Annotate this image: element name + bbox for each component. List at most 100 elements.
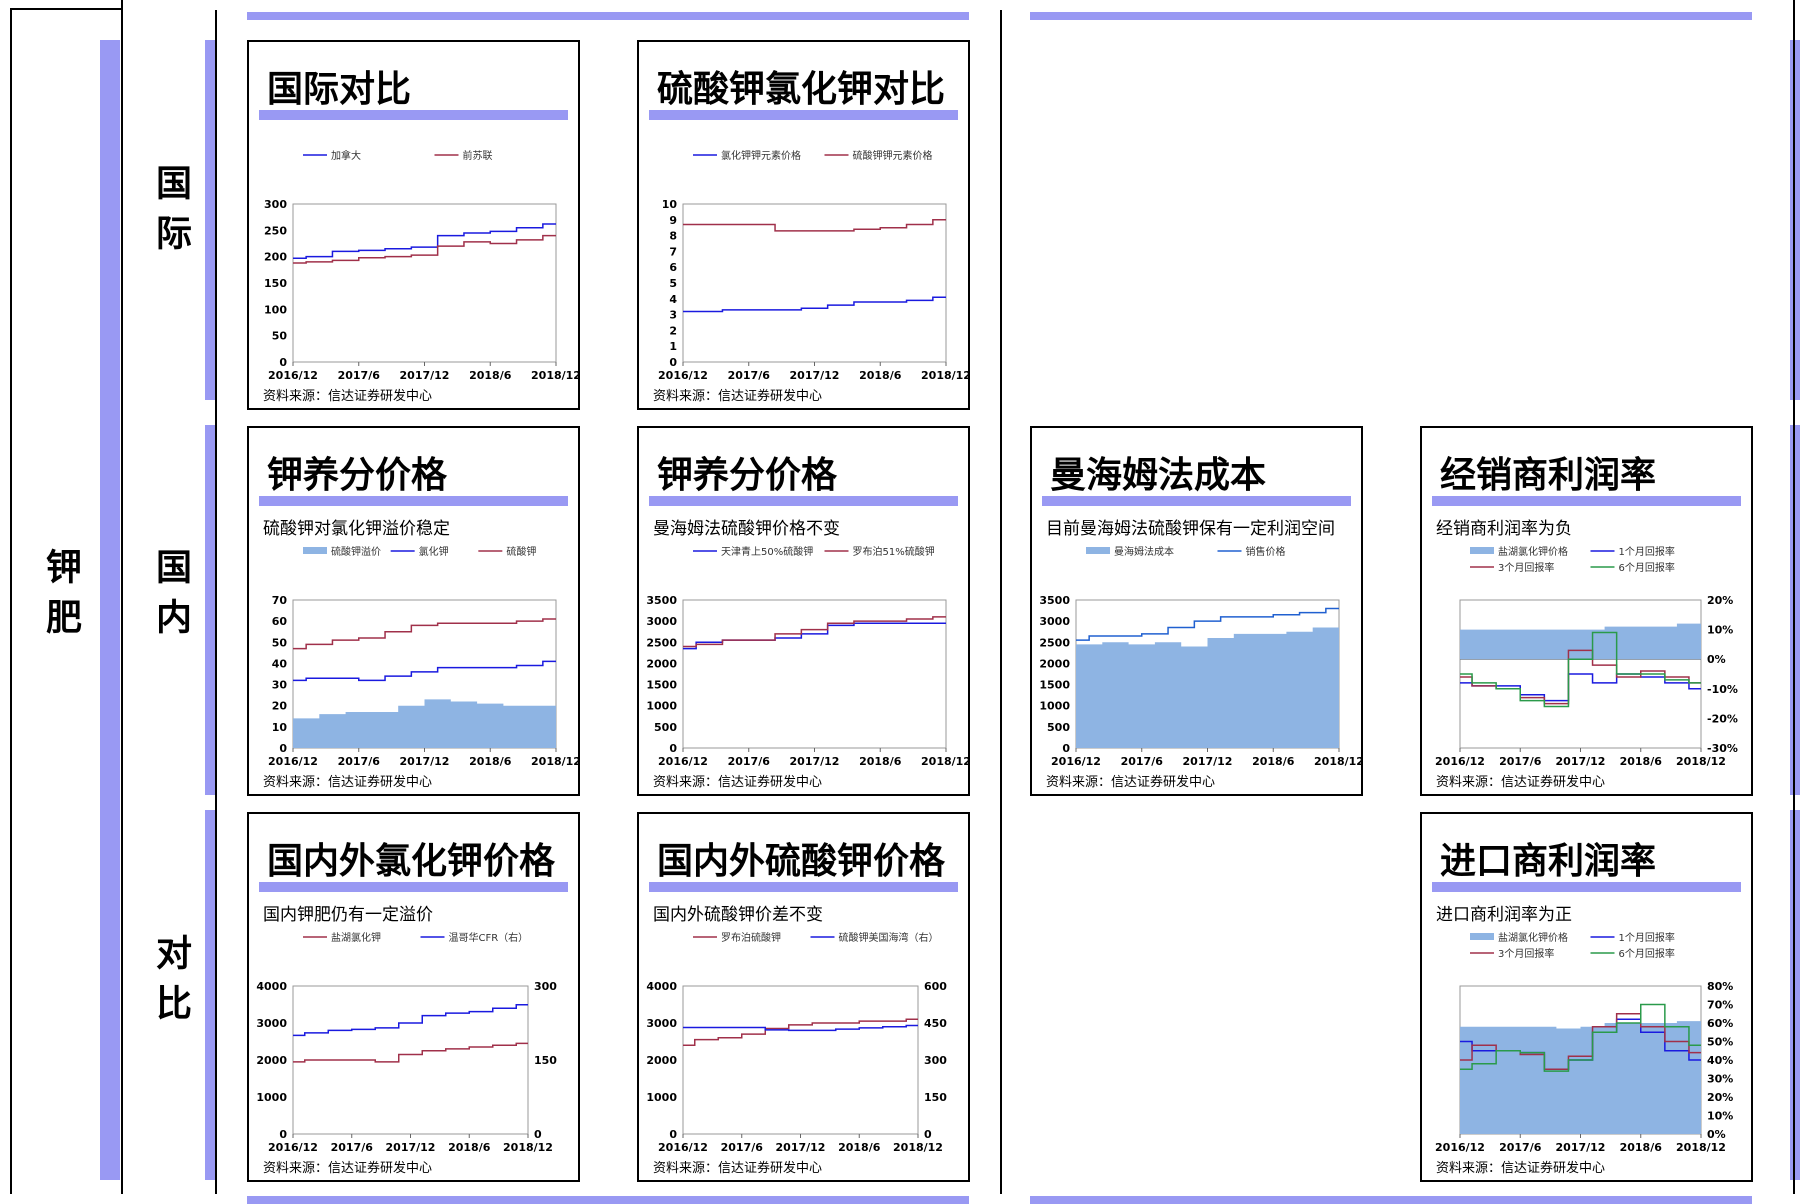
- x-tick-label: 2017/6: [338, 755, 381, 768]
- legend-label: 加拿大: [331, 149, 361, 162]
- y-tick-label: 2: [669, 324, 677, 337]
- chart-svg: 盐湖氯化钾 温哥华CFR（右） 0 1000 2000 3000 4000 0 150 300 20…: [256, 931, 557, 1154]
- panel-title: 国内外硫酸钾价格: [657, 841, 946, 882]
- x-tick-label: 2018/6: [1620, 1141, 1663, 1154]
- legend-label: 1个月回报率: [1619, 545, 1675, 558]
- chart-svg: 曼海姆法成本 销售价格 0 500 1000 1500 2000 2500 3000 3500 20…: [1039, 545, 1361, 768]
- panel-subtitle: 经销商利润率为负: [1436, 519, 1572, 539]
- panel-subtitle: 国内钾肥仍有一定溢价: [263, 905, 433, 925]
- legend-label: 盐湖氯化钾价格: [1498, 545, 1568, 558]
- y-tick-label: 2000: [646, 657, 677, 670]
- y-tick-label: 4: [669, 293, 677, 306]
- y-tick-label: 1000: [256, 1091, 287, 1104]
- title-underline: [649, 882, 958, 892]
- panel-title: 经销商利润率: [1440, 455, 1657, 496]
- legend-label: 1个月回报率: [1619, 931, 1675, 944]
- top-accent-right: [1030, 12, 1752, 20]
- y-tick-label: 3500: [1039, 594, 1070, 607]
- column-divider-3: [1000, 10, 1002, 1194]
- title-underline: [1042, 496, 1351, 506]
- panel-title: 钾养分价格: [267, 455, 448, 496]
- x-tick-label: 2018/12: [531, 369, 578, 382]
- area-series: [1076, 623, 1339, 748]
- panel-sop-mop-compare: 硫酸钾氯化钾对比 氯化钾钾元素价格 硫酸钾钾元素价格 0 1 2 3 4 5 6 7 8 9 10 201…: [637, 40, 970, 410]
- x-tick-label: 2017/6: [728, 369, 771, 382]
- y-tick-label: 20%: [1707, 594, 1733, 607]
- x-tick-label: 2016/12: [1051, 755, 1101, 768]
- x-tick-label: 2016/12: [268, 369, 318, 382]
- y-tick-label: 2000: [1039, 657, 1070, 670]
- legend-label: 温哥华CFR（右）: [449, 931, 529, 944]
- y-tick-label: 0: [669, 742, 677, 755]
- x-tick-label: 2017/12: [1556, 1141, 1606, 1154]
- x-tick-label: 2018/12: [893, 1141, 943, 1154]
- x-tick-label: 2017/6: [728, 755, 771, 768]
- y-tick-label: 250: [264, 224, 287, 237]
- panel-potash-nutrient-price-1: 钾养分价格 硫酸钾对氯化钾溢价稳定 硫酸钾溢价 氯化钾 硫酸钾 0 10 20 30 40 50…: [247, 426, 580, 796]
- legend-swatch: [1470, 547, 1494, 554]
- legend-label: 硫酸钾钾元素价格: [853, 149, 933, 162]
- plot-frame: [682, 985, 919, 1135]
- legend-label: 3个月回报率: [1498, 561, 1554, 574]
- y-tick-label: 2000: [646, 1054, 677, 1067]
- legend-label: 3个月回报率: [1498, 947, 1554, 960]
- row-label-international: 国际: [150, 164, 191, 264]
- y-tick-label: 2500: [1039, 636, 1070, 649]
- x-tick-label: 2017/12: [400, 369, 450, 382]
- y2-tick-label: 450: [924, 1017, 947, 1030]
- panel-title: 硫酸钾氯化钾对比: [657, 69, 946, 110]
- chart-svg: 硫酸钾溢价 氯化钾 硫酸钾 0 10 20 30 40 50 60 70 2016/12 2017/6 2…: [268, 545, 578, 768]
- y-tick-label: 1000: [646, 1091, 677, 1104]
- y-tick-label: 20: [272, 700, 288, 713]
- y-tick-label: 2000: [256, 1054, 287, 1067]
- source-note: 资料来源：信达证券研发中心: [1436, 775, 1606, 790]
- y-tick-label: 10: [662, 198, 678, 211]
- x-tick-label: 2018/6: [469, 755, 512, 768]
- panel-title: 曼海姆法成本: [1050, 455, 1267, 496]
- panel-importer-margin: 进口商利润率 进口商利润率为正 盐湖氯化钾价格 1个月回报率 3个月回报率 6个月回报…: [1420, 812, 1753, 1182]
- source-note: 资料来源：信达证券研发中心: [653, 775, 823, 790]
- legend-label: 6个月回报率: [1619, 561, 1675, 574]
- y-tick-label: 70: [272, 594, 288, 607]
- x-tick-label: 2017/6: [721, 1141, 764, 1154]
- line-series-2: [293, 1003, 528, 1037]
- legend-label: 硫酸钾溢价: [331, 545, 381, 558]
- title-underline: [1432, 496, 1741, 506]
- line-series-2: [683, 1024, 918, 1032]
- legend-label: 6个月回报率: [1619, 947, 1675, 960]
- legend-label: 罗布泊硫酸钾: [721, 931, 781, 944]
- x-tick-label: 2016/12: [1435, 1141, 1485, 1154]
- x-tick-label: 2017/12: [400, 755, 450, 768]
- x-tick-label: 2016/12: [658, 369, 708, 382]
- y-tick-label: 1: [669, 340, 677, 353]
- x-tick-label: 2018/12: [1676, 755, 1726, 768]
- legend-label: 前苏联: [463, 149, 493, 162]
- x-tick-label: 2018/12: [531, 755, 578, 768]
- legend-swatch: [1086, 547, 1110, 554]
- x-tick-label: 2017/12: [790, 369, 840, 382]
- x-tick-label: 2017/6: [331, 1141, 374, 1154]
- x-tick-label: 2018/12: [1676, 1141, 1726, 1154]
- x-tick-label: 2016/12: [268, 1141, 318, 1154]
- y2-tick-label: 0: [534, 1128, 542, 1141]
- x-tick-label: 2017/6: [1499, 755, 1542, 768]
- panel-mannheim-cost: 曼海姆法成本 目前曼海姆法硫酸钾保有一定利润空间 曼海姆法成本 销售价格 0 500 1…: [1030, 426, 1363, 796]
- panel-dealer-margin: 经销商利润率 经销商利润率为负 盐湖氯化钾价格 1个月回报率 3个月回报率 6个月回报…: [1420, 426, 1753, 796]
- column-divider-1: [121, 0, 123, 1194]
- y-tick-label: 8: [669, 230, 677, 243]
- y-tick-label: 3500: [646, 594, 677, 607]
- legend-label: 氯化钾钾元素价格: [721, 149, 801, 162]
- area-series: [1460, 623, 1701, 660]
- y-tick-label: 0: [279, 742, 287, 755]
- source-note: 资料来源：信达证券研发中心: [263, 389, 433, 404]
- accent-bar-right-3: [1790, 810, 1800, 1180]
- y-tick-label: 10: [272, 721, 288, 734]
- y-tick-label: 6: [669, 261, 677, 274]
- y-tick-label: 0: [669, 1128, 677, 1141]
- y-tick-label: 3000: [646, 1017, 677, 1030]
- y2-tick-label: 0: [924, 1128, 932, 1141]
- x-tick-label: 2017/6: [338, 369, 381, 382]
- y-tick-label: 2500: [646, 636, 677, 649]
- x-tick-label: 2017/12: [790, 755, 840, 768]
- line-series-1: [683, 296, 946, 313]
